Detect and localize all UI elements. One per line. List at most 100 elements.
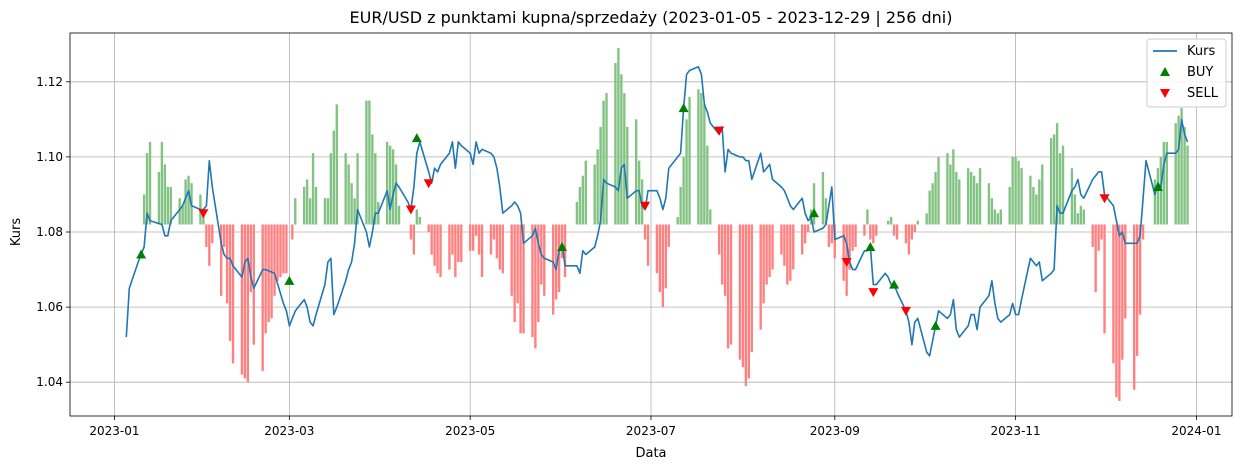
indicator-bar-positive [676, 216, 679, 225]
indicator-bar-negative [433, 224, 436, 266]
buy-marker [865, 242, 876, 252]
indicator-bar-negative [892, 224, 896, 236]
sell-marker [841, 258, 852, 268]
indicator-bar-positive [1174, 123, 1177, 225]
indicator-bar-negative [1132, 224, 1136, 390]
indicator-bar-positive [1041, 164, 1044, 225]
indicator-bar-negative [1091, 224, 1094, 248]
indicator-bar-negative [208, 224, 211, 266]
indicator-bar-positive [302, 186, 306, 225]
indicator-bar-negative [667, 224, 670, 248]
sell-marker [714, 126, 725, 136]
legend-label: SELL [1187, 86, 1219, 101]
indicator-bar-negative [436, 224, 439, 274]
buy-marker [284, 275, 295, 285]
indicator-bar-negative [285, 224, 288, 274]
indicator-bars [125, 48, 1189, 401]
indicator-bar-positive [916, 220, 919, 225]
indicator-bar-negative [664, 224, 668, 289]
indicator-bar-positive [1055, 123, 1059, 225]
legend-buy-swatch [1160, 67, 1170, 76]
indicator-bar-negative [291, 224, 294, 240]
indicator-bar-positive [966, 168, 970, 225]
indicator-bar-positive [335, 104, 338, 225]
indicator-bar-negative [551, 224, 555, 315]
indicator-bar-positive [1076, 213, 1080, 225]
indicator-bar-positive [323, 198, 327, 225]
y-tick-label: 1.10 [36, 150, 63, 164]
indicator-bar-negative [1097, 224, 1100, 251]
indicator-bar-positive [581, 175, 585, 225]
indicator-bar-positive [937, 156, 940, 225]
indicator-bar-positive [972, 175, 976, 225]
buy-marker [411, 133, 422, 143]
indicator-bar-negative [205, 224, 208, 248]
indicator-bar-positive [397, 205, 401, 225]
indicator-bar-positive [620, 74, 623, 225]
indicator-bar-negative [454, 224, 457, 278]
indicator-bar-positive [365, 100, 368, 225]
indicator-bar-positive [1014, 156, 1017, 225]
indicator-bar-positive [623, 93, 626, 225]
indicator-bar-negative [264, 224, 267, 334]
indicator-bar-positive [886, 220, 890, 225]
indicator-bar-positive [990, 198, 994, 225]
indicator-bar-negative [833, 224, 836, 259]
buy-marker [930, 320, 941, 330]
indicator-bar-negative [643, 224, 647, 240]
indicator-bar-negative [741, 224, 745, 368]
indicator-bar-positive [368, 100, 371, 225]
indicator-bar-positive [1029, 175, 1032, 225]
indicator-bar-negative [792, 224, 795, 270]
indicator-bar-positive [709, 209, 712, 225]
indicator-bar-negative [717, 224, 721, 255]
x-tick-label: 2023-11 [991, 424, 1041, 438]
indicator-bar-negative [806, 224, 810, 233]
indicator-bar-negative [409, 224, 413, 240]
indicator-bar-positive [626, 126, 629, 225]
indicator-bar-negative [460, 224, 463, 263]
indicator-bar-positive [157, 171, 161, 225]
indicator-bar-negative [261, 224, 264, 371]
indicator-bar-positive [1008, 186, 1011, 225]
chart-title: EUR/USD z punktami kupna/sprzedaży (2023… [350, 8, 953, 27]
indicator-bar-negative [211, 224, 214, 244]
x-tick-label: 2023-09 [810, 424, 860, 438]
indicator-bar-negative [1141, 224, 1145, 240]
indicator-bar-negative [768, 224, 771, 278]
indicator-bar-positive [682, 156, 685, 225]
indicator-bar-negative [273, 224, 276, 296]
indicator-bar-positive [584, 160, 587, 225]
indicator-bar-positive [578, 186, 582, 225]
indicator-bar-negative [762, 224, 765, 304]
x-axis-label: Data [635, 446, 666, 461]
indicator-bar-negative [225, 224, 229, 304]
indicator-bar-negative [842, 224, 845, 281]
indicator-bar-positive [326, 198, 330, 225]
indicator-bar-positive [314, 186, 318, 225]
indicator-bar-positive [1180, 108, 1183, 225]
indicator-bar-negative [895, 224, 899, 240]
indicator-bar-negative [1094, 224, 1097, 293]
signal-markers [136, 103, 1163, 330]
sell-marker [405, 205, 416, 215]
indicator-bar-negative [510, 224, 513, 296]
sell-marker [423, 179, 434, 189]
indicator-bar-negative [228, 224, 232, 341]
price-line-layer [125, 66, 1189, 357]
indicator-bar-negative [1103, 224, 1106, 334]
indicator-bar-positive [385, 141, 389, 225]
indicator-bar-positive [166, 186, 170, 225]
indicator-bar-negative [851, 224, 854, 251]
indicator-bar-positive [593, 164, 596, 225]
indicator-bar-negative [1100, 224, 1103, 240]
indicator-bar-positive [614, 63, 617, 225]
indicator-bar-positive [1156, 168, 1160, 225]
y-tick-label: 1.12 [36, 75, 63, 89]
indicator-bar-negative [863, 224, 866, 236]
indicator-bar-positive [987, 183, 991, 225]
sell-marker [640, 201, 651, 211]
indicator-bar-negative [1124, 224, 1127, 319]
